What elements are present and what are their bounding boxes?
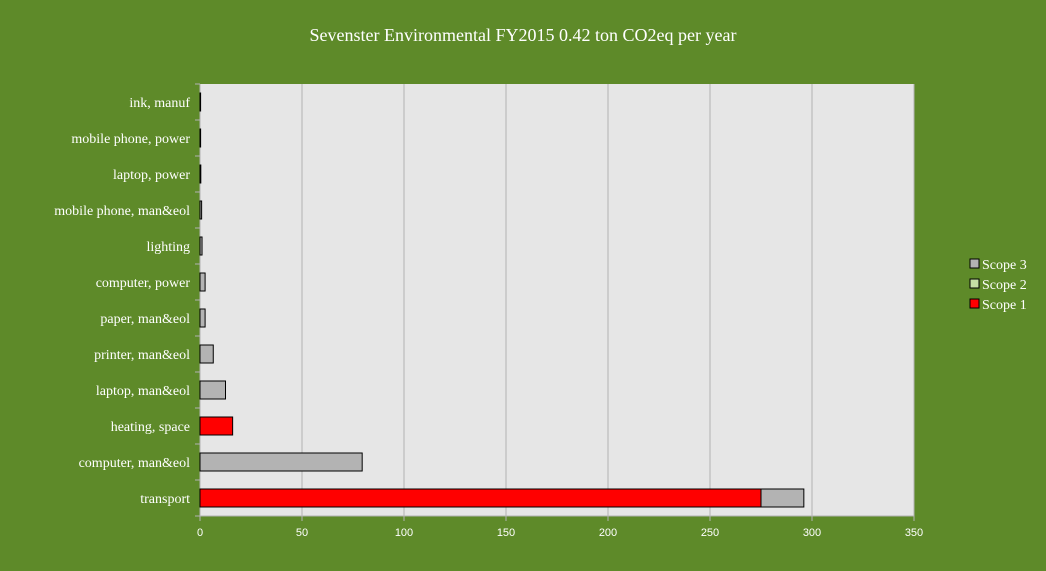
legend-label: Scope 1 — [982, 298, 1027, 313]
y-tick-label: laptop, power — [113, 168, 190, 183]
bar-segment — [199, 452, 363, 472]
y-tick-label: paper, man&eol — [100, 312, 190, 327]
y-tick-label: computer, man&eol — [79, 456, 191, 471]
y-tick-label: mobile phone, man&eol — [54, 204, 190, 219]
y-tick-label: printer, man&eol — [94, 348, 190, 363]
y-tick-label: computer, power — [96, 276, 191, 291]
bar-segment — [199, 380, 226, 400]
bar-segment — [199, 416, 234, 436]
bar-segment — [199, 344, 214, 364]
legend-label: Scope 2 — [982, 278, 1027, 293]
x-tick-label: 150 — [497, 527, 515, 539]
legend: Scope 3 Scope 2 Scope 1 — [969, 258, 1027, 313]
legend-label: Scope 3 — [982, 258, 1027, 273]
bar-segment — [199, 128, 202, 148]
bar-segment — [199, 236, 203, 256]
plot-area: 0 50 100 150 200 250 300 350 ink, manuf mobile ph… — [54, 83, 923, 539]
x-tick-label: 300 — [803, 527, 821, 539]
bar-segment — [199, 92, 202, 112]
legend-swatch — [969, 258, 980, 269]
y-tick-label: mobile phone, power — [71, 132, 190, 147]
x-tick-label: 50 — [296, 527, 308, 539]
y-tick-label: ink, manuf — [129, 96, 190, 111]
bar-segment — [199, 164, 202, 184]
bar-segment — [760, 488, 805, 508]
legend-swatch — [969, 298, 980, 309]
y-tick-label: transport — [140, 492, 190, 507]
y-tick-label: lighting — [146, 240, 190, 255]
chart-title: Sevenster Environmental FY2015 0.42 ton … — [310, 25, 737, 45]
bar-segment — [199, 488, 762, 508]
bar-segment — [199, 308, 206, 328]
y-tick-label: heating, space — [111, 420, 190, 435]
x-tick-label: 350 — [905, 527, 923, 539]
x-tick-label: 0 — [197, 527, 203, 539]
x-tick-label: 100 — [395, 527, 413, 539]
bar-segment — [199, 272, 206, 292]
legend-swatch — [969, 278, 980, 289]
x-tick-label: 250 — [701, 527, 719, 539]
y-tick-label: laptop, man&eol — [96, 384, 190, 399]
x-tick-label: 200 — [599, 527, 617, 539]
bar-segment — [199, 200, 203, 220]
plot-background — [200, 84, 914, 516]
